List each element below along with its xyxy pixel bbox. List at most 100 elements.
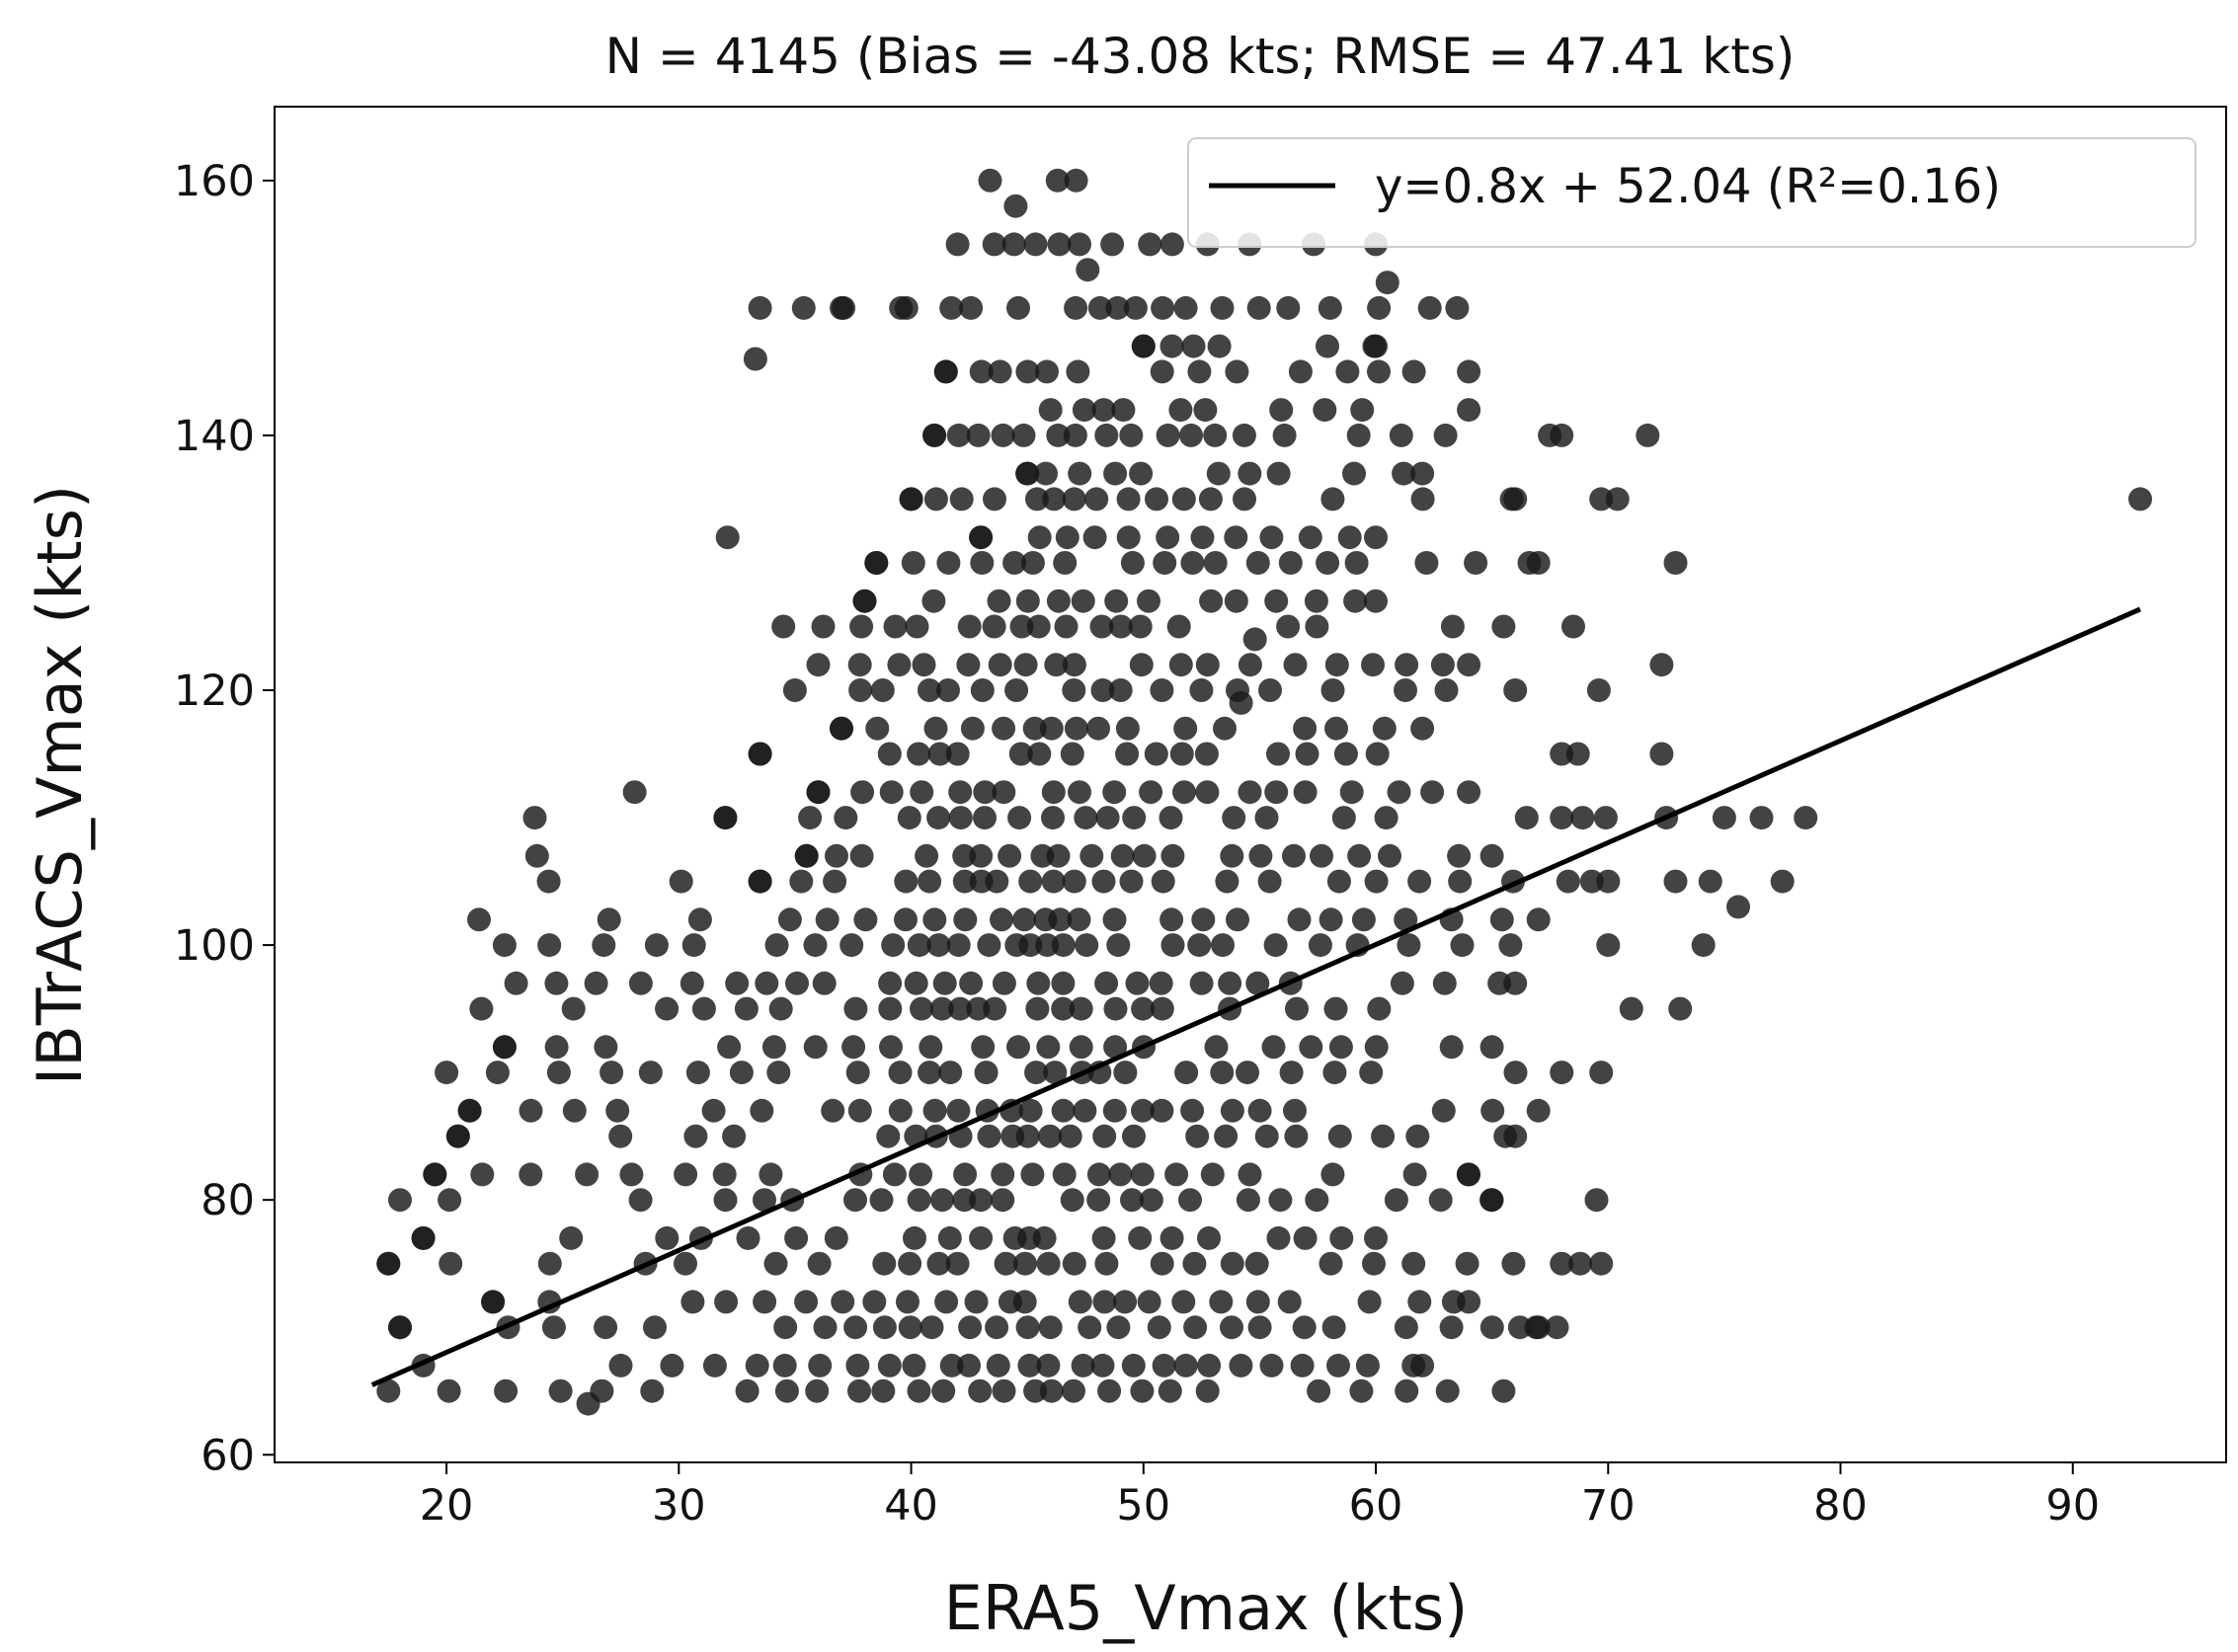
scatter-point: [982, 614, 1006, 639]
y-axis-title: IBTrACS_Vmax (kts): [24, 485, 96, 1085]
scatter-point: [1636, 423, 1660, 447]
scatter-point: [713, 806, 738, 830]
scatter-point: [1066, 359, 1090, 384]
scatter-point: [1144, 742, 1168, 766]
scatter-point: [1395, 653, 1419, 677]
scatter-point: [948, 996, 973, 1021]
scatter-point: [1068, 461, 1092, 486]
scatter-point: [1091, 1225, 1116, 1250]
scatter-point: [1195, 653, 1220, 677]
scatter-point: [1431, 1098, 1456, 1123]
scatter-point: [1052, 1162, 1077, 1187]
scatter-point: [1094, 1251, 1119, 1276]
scatter-point: [1359, 1061, 1384, 1085]
scatter-point: [1095, 806, 1120, 830]
scatter-point: [1589, 487, 1614, 511]
scatter-point: [876, 1124, 901, 1148]
scatter-point: [1550, 1061, 1574, 1085]
scatter-point: [1328, 1035, 1353, 1060]
scatter-point: [1238, 780, 1262, 805]
scatter-point: [1550, 742, 1574, 766]
scatter-point: [821, 1098, 845, 1123]
scatter-point: [1103, 996, 1128, 1021]
scatter-point: [1233, 487, 1256, 511]
scatter-point: [1189, 678, 1214, 702]
scatter-point: [1051, 933, 1076, 958]
scatter-point: [1180, 551, 1205, 575]
scatter-point: [959, 295, 984, 320]
scatter-point: [985, 869, 1009, 894]
scatter-point: [946, 933, 971, 958]
scatter-point: [1044, 653, 1069, 677]
scatter-point: [945, 1251, 970, 1276]
scatter-point: [1589, 1251, 1614, 1276]
y-tick-label: 140: [174, 412, 255, 461]
scatter-point: [1503, 678, 1528, 702]
scatter-point: [1018, 1098, 1043, 1123]
scatter-point: [1259, 525, 1284, 550]
scatter-point: [1160, 843, 1185, 868]
scatter-point: [1507, 1315, 1532, 1340]
scatter-point: [1168, 398, 1193, 423]
scatter-point: [982, 232, 1006, 257]
scatter-point: [1394, 678, 1417, 702]
scatter-point: [1128, 1225, 1153, 1250]
scatter-point: [824, 1225, 848, 1250]
scatter-point: [945, 742, 970, 766]
scatter-point: [807, 1251, 832, 1276]
scatter-point: [988, 359, 1012, 384]
scatter-point: [1394, 907, 1418, 932]
scatter-point: [1324, 653, 1349, 677]
scatter-point: [845, 1061, 870, 1085]
scatter-point: [1220, 1251, 1244, 1276]
scatter-point: [862, 1290, 887, 1314]
scatter-point: [608, 1353, 633, 1377]
scatter-point: [748, 295, 772, 320]
scatter-point: [1041, 806, 1065, 830]
scatter-point: [544, 971, 569, 995]
scatter-point: [1006, 1035, 1030, 1060]
scatter-point: [946, 423, 971, 447]
scatter-point: [1209, 1290, 1234, 1314]
scatter-point: [1288, 359, 1313, 384]
scatter-point: [1195, 780, 1220, 805]
scatter-point: [991, 423, 1015, 447]
scatter-point: [1164, 1162, 1189, 1187]
scatter-point: [843, 996, 868, 1021]
scatter-point: [1236, 1061, 1259, 1085]
scatter-point: [815, 907, 839, 932]
scatter-point: [948, 780, 973, 805]
scatter-point: [1051, 971, 1076, 995]
scatter-point: [469, 996, 494, 1021]
scatter-point: [1089, 614, 1114, 639]
scatter-point: [969, 359, 994, 384]
scatter-point: [1428, 1188, 1453, 1213]
scatter-point: [907, 933, 931, 958]
scatter-point: [702, 1353, 727, 1377]
scatter-point: [1287, 907, 1312, 932]
scatter-point: [934, 1290, 959, 1314]
scatter-point: [1086, 716, 1110, 741]
scatter-point: [909, 1162, 933, 1187]
scatter-point: [1106, 933, 1131, 958]
scatter-point: [1565, 742, 1590, 766]
scatter-point: [988, 653, 1012, 677]
scatter-point: [1344, 551, 1369, 575]
scatter-point: [918, 869, 942, 894]
scatter-point: [1018, 933, 1043, 958]
scatter-point: [1556, 869, 1580, 894]
scatter-point: [546, 1061, 571, 1085]
scatter-point: [968, 1378, 993, 1403]
x-tick-label: 80: [1813, 1481, 1868, 1531]
scatter-point: [1264, 589, 1289, 613]
scatter-point: [1247, 1315, 1272, 1340]
scatter-point: [1190, 525, 1215, 550]
scatter-point: [1207, 334, 1232, 358]
scatter-point: [1092, 1290, 1117, 1314]
scatter-point: [669, 869, 693, 894]
scatter-point: [1012, 1290, 1037, 1314]
scatter-point: [977, 1124, 1001, 1148]
scatter-point: [1448, 869, 1473, 894]
scatter-point: [953, 907, 978, 932]
scatter-point: [1364, 334, 1388, 358]
